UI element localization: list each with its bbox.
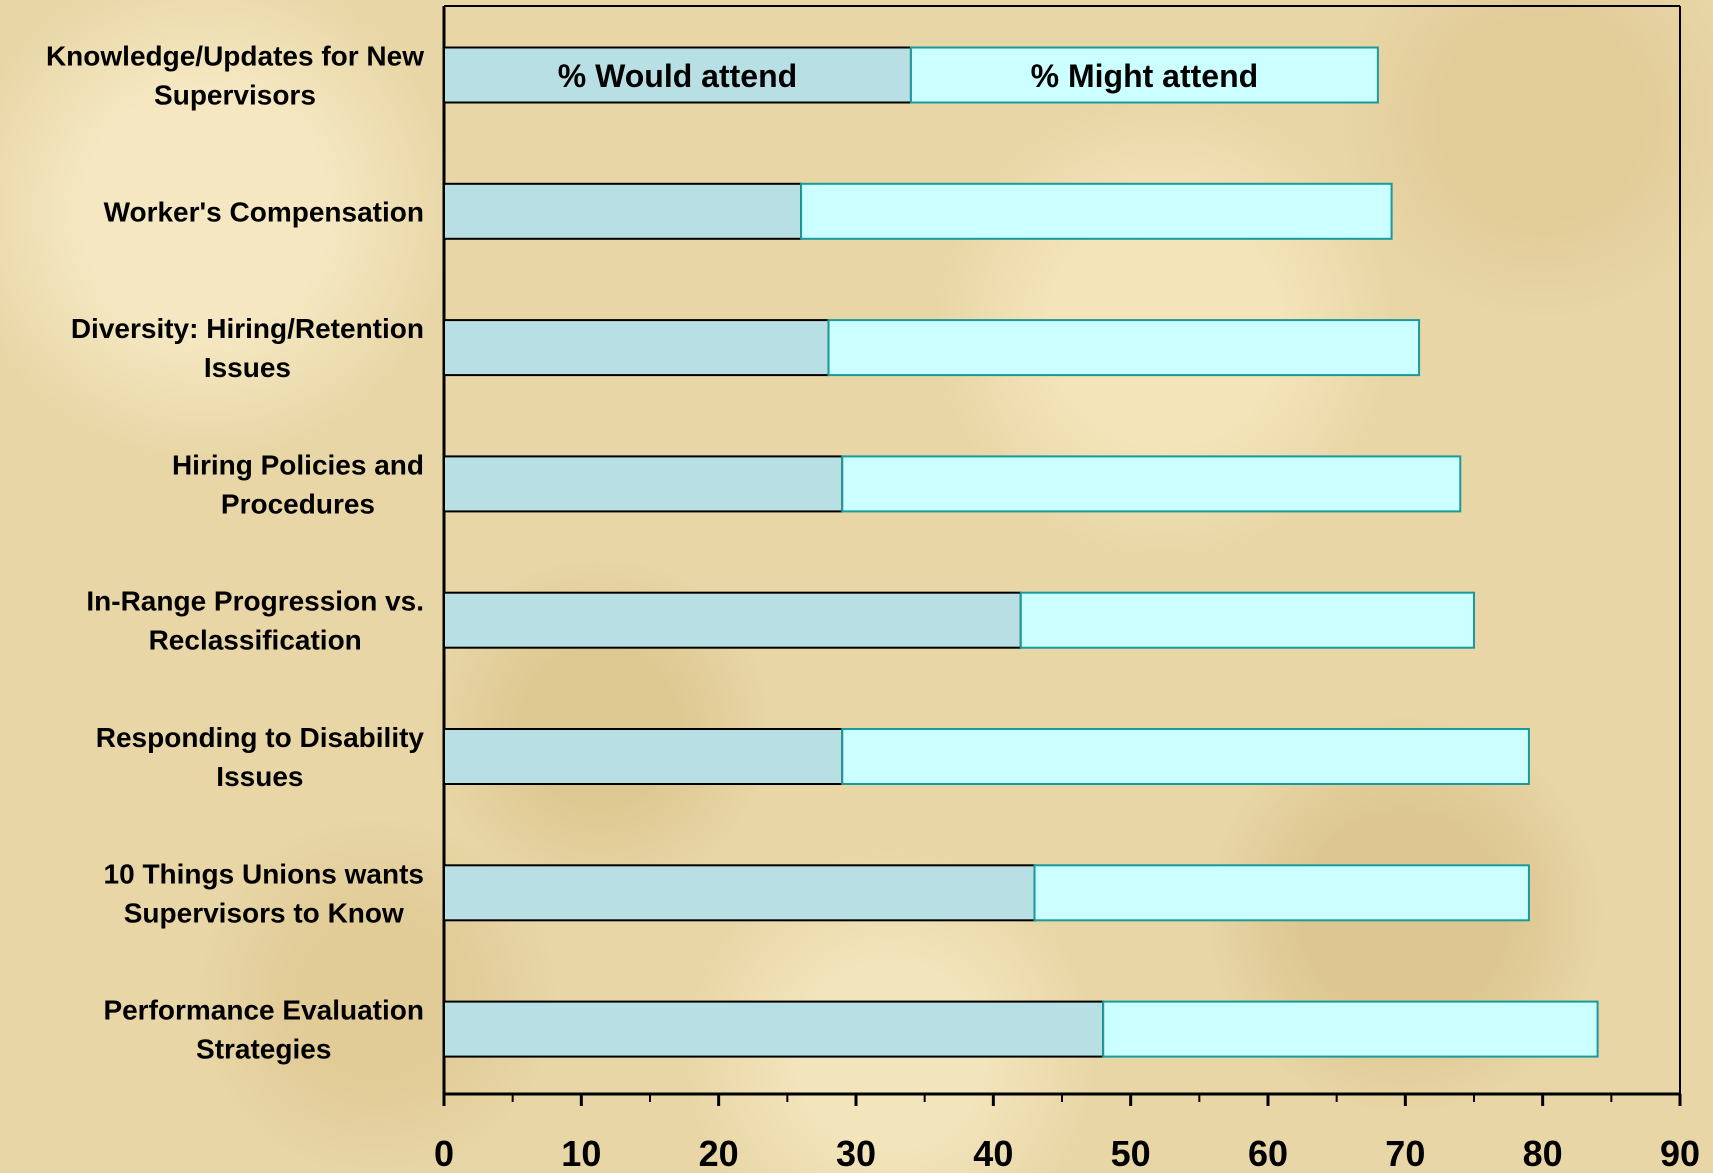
category-label-0-line-0: Knowledge/Updates for New [46, 41, 424, 72]
bar-would-attend-0 [443, 46, 912, 104]
bar-would-attend-6 [443, 864, 1036, 922]
bar-would-attend-1 [443, 182, 803, 240]
x-tick-label-1: 10 [561, 1133, 601, 1173]
bar-might-attend-3 [841, 455, 1462, 513]
category-label-5-line-1: Issues [216, 761, 303, 792]
category-label-3-line-0: Hiring Policies and [172, 449, 424, 480]
bar-might-attend-0 [909, 46, 1379, 104]
x-axis: 0 10 20 30 40 50 60 70 80 90 [434, 1092, 1700, 1173]
category-label-4-line-0: In-Range Progression vs. [86, 586, 424, 617]
bars [443, 46, 1599, 1058]
x-tick-label-3: 30 [836, 1133, 876, 1173]
bar-would-attend-4 [443, 591, 1022, 649]
x-tick-label-8: 80 [1523, 1133, 1563, 1173]
category-label-7-line-0: Performance Evaluation [103, 995, 424, 1026]
bar-might-attend-4 [1019, 591, 1475, 649]
bar-might-attend-1 [800, 182, 1393, 240]
bar-might-attend-2 [827, 319, 1421, 377]
x-tick-label-0: 0 [434, 1133, 454, 1173]
category-label-7-line-1: Strategies [196, 1034, 331, 1065]
bar-would-attend-5 [443, 728, 844, 785]
legend-label-might-attend: % Might attend [1031, 58, 1259, 94]
bar-would-attend-2 [443, 319, 830, 377]
bar-would-attend-7 [443, 1000, 1105, 1058]
category-label-2-line-1: Issues [204, 352, 291, 383]
category-labels: Knowledge/Updates for New Supervisors Work… [46, 41, 424, 1065]
x-tick-label-5: 50 [1111, 1133, 1151, 1173]
category-label-1-line-0: Worker's Compensation [104, 196, 424, 227]
x-tick-label-7: 70 [1385, 1133, 1425, 1173]
category-label-6-line-1: Supervisors to Know [124, 897, 404, 928]
x-tick-label-2: 20 [699, 1133, 739, 1173]
category-label-3-line-1: Procedures [221, 488, 375, 519]
category-label-4-line-1: Reclassification [149, 625, 362, 656]
plot-frame [442, 5, 1681, 1094]
bar-would-attend-3 [443, 455, 844, 513]
legend: % Would attend % Might attend [558, 58, 1258, 94]
category-label-6-line-0: 10 Things Unions wants [104, 858, 424, 889]
bar-might-attend-7 [1102, 1000, 1599, 1058]
bar-might-attend-5 [841, 728, 1530, 785]
bar-might-attend-6 [1033, 864, 1530, 922]
category-label-0-line-1: Supervisors [154, 80, 316, 111]
category-label-5-line-0: Responding to Disability [96, 722, 425, 753]
x-tick-label-6: 60 [1248, 1133, 1288, 1173]
category-label-2-line-0: Diversity: Hiring/Retention [71, 313, 424, 344]
x-tick-label-9: 90 [1660, 1133, 1700, 1173]
legend-label-would-attend: % Would attend [558, 58, 797, 94]
x-tick-label-4: 40 [973, 1133, 1013, 1173]
